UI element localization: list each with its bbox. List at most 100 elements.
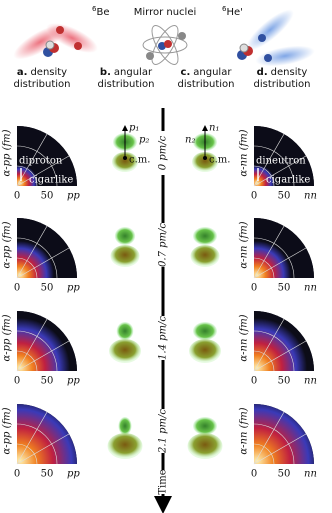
grid-ray: [16, 225, 48, 279]
x-axis-label: nn: [304, 191, 317, 202]
grid-arc: [16, 350, 38, 372]
grid-ray: [253, 247, 307, 279]
tick-label: 50: [278, 283, 291, 294]
angular-top: [116, 322, 134, 340]
column-line: density: [271, 67, 308, 78]
center-of-mass: [123, 156, 127, 160]
column-letter: b.: [100, 67, 111, 78]
x-axis-label: nn: [304, 469, 317, 480]
density-map: [17, 311, 77, 371]
column-title: a. density: [17, 67, 67, 78]
tick-label: 0: [14, 376, 20, 387]
angular-bottom: [189, 339, 221, 363]
tick-label: 0: [251, 191, 257, 202]
grid-ray: [16, 247, 70, 279]
column-line: distribution: [254, 79, 311, 90]
grid-ray: [16, 133, 48, 187]
grid-arc: [253, 330, 295, 372]
column-line: angular: [193, 67, 232, 78]
grid-ray: [253, 225, 285, 279]
angular-bottom: [112, 152, 138, 172]
tick-label: 50: [278, 376, 291, 387]
x-axis-label: pp: [67, 376, 80, 387]
grid-arc: [16, 257, 38, 279]
tick-label: 0: [251, 469, 257, 480]
label-background: [157, 316, 169, 360]
y-axis-label: α-pp (fm): [2, 407, 13, 454]
annotation: p₂: [139, 135, 149, 146]
annotation: p₁: [129, 123, 139, 134]
grid-ray: [253, 433, 307, 465]
density-map: [254, 311, 314, 371]
density-map: [254, 218, 314, 278]
y-axis-label: α-pp (fm): [2, 221, 13, 268]
angular-top: [193, 227, 217, 245]
grid-ray: [253, 411, 285, 465]
label-background: [157, 409, 169, 453]
angular-bottom: [192, 152, 218, 172]
angular-bottom: [187, 433, 223, 459]
tick-label: 0: [251, 283, 257, 294]
annotation: dineutron: [256, 156, 306, 167]
grid-arc: [16, 165, 38, 187]
y-axis-label: α-nn (fm): [239, 314, 250, 361]
label-background: [157, 223, 169, 267]
cartoon-middle: [142, 25, 188, 65]
tick-label: 50: [278, 191, 291, 202]
angular-top: [118, 417, 132, 435]
label-background: [157, 131, 169, 175]
grid-arc: [253, 257, 275, 279]
header-title: Mirror nuclei: [134, 7, 197, 18]
y-axis-label: α-nn (fm): [239, 221, 250, 268]
label-background: [157, 470, 169, 494]
grid-ray: [253, 133, 285, 187]
angular-bottom: [107, 433, 143, 459]
momentum-label: 0.7 pm/c: [158, 223, 169, 267]
angular-top: [193, 417, 217, 435]
density-map: [254, 404, 314, 464]
grid-arc: [253, 423, 295, 465]
annotation: c.m.: [129, 155, 150, 166]
grid-ray: [253, 340, 307, 372]
tick-label: 50: [278, 469, 291, 480]
grid-arc: [253, 350, 275, 372]
x-axis-label: pp: [67, 191, 80, 202]
column-line: density: [30, 67, 67, 78]
tick-label: 50: [41, 469, 54, 480]
column-line: angular: [114, 67, 153, 78]
column-line: distribution: [98, 79, 155, 90]
center-of-mass: [203, 156, 207, 160]
grid-ray: [253, 155, 307, 187]
y-axis-label: α-nn (fm): [239, 407, 250, 454]
grid-arc: [16, 443, 38, 465]
grid-arc: [16, 423, 58, 465]
column-title: b. angular: [100, 67, 153, 78]
x-axis-label: nn: [304, 376, 317, 387]
grid-ray: [16, 340, 70, 372]
tick-label: 0: [14, 191, 20, 202]
symbol: Be: [96, 7, 109, 18]
tick-label: 0: [14, 283, 20, 294]
density-map: [17, 126, 77, 186]
mass: 6: [222, 5, 227, 13]
column-letter: c.: [181, 67, 191, 78]
grid-ray: [16, 411, 48, 465]
column-title: c. angular: [181, 67, 233, 78]
column-letter: a.: [17, 67, 28, 78]
annotation: n₂: [185, 135, 195, 146]
x-axis-label: pp: [67, 283, 80, 294]
grid-arc: [16, 330, 58, 372]
angular-top: [193, 322, 217, 340]
density-map: [17, 218, 77, 278]
grid-ray: [16, 155, 70, 187]
momentum-label: 0 pm/c: [158, 135, 169, 170]
grid-arc: [16, 145, 58, 187]
tick-label: 0: [14, 469, 20, 480]
annotation: c.m.: [209, 155, 230, 166]
column-line: distribution: [14, 79, 71, 90]
nucleus-left: 6Be: [92, 5, 109, 18]
annotation: cigarlike: [266, 175, 310, 186]
angular-top: [114, 227, 136, 245]
annotation: n₁: [209, 123, 219, 134]
momentum-label: 2.1 pm/c: [158, 409, 169, 454]
